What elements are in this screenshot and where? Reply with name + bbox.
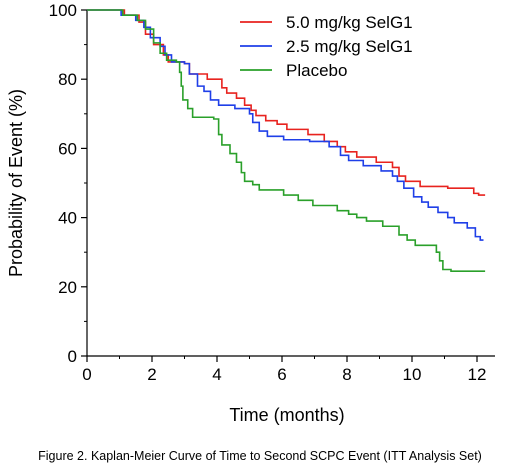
series-line-2 (87, 9, 484, 241)
series-line-3 (87, 9, 486, 273)
legend-label: 5.0 mg/kg SelG1 (286, 13, 413, 32)
x-tick-label: 6 (277, 365, 286, 384)
legend-label: Placebo (286, 61, 347, 80)
legend: 5.0 mg/kg SelG1 2.5 mg/kg SelG1 Placebo (240, 13, 413, 80)
x-tick-label: 0 (82, 365, 91, 384)
y-tick-label: 0 (68, 347, 77, 366)
x-tick-label: 12 (468, 365, 487, 384)
y-tick-label: 100 (49, 1, 77, 20)
y-tick-label: 80 (58, 70, 77, 89)
figure-caption: Figure 2. Kaplan-Meier Curve of Time to … (38, 449, 482, 463)
legend-label: 2.5 mg/kg SelG1 (286, 37, 413, 56)
x-tick-label: 4 (212, 365, 221, 384)
kaplan-meier-chart: 0 2 4 6 8 10 12 0 20 40 60 80 100 5.0 mg/kg SelG1 2.… (6, 1, 495, 425)
x-axis-title: Time (months) (229, 405, 344, 425)
x-tick-label: 2 (147, 365, 156, 384)
y-tick-label: 40 (58, 209, 77, 228)
y-tick-label: 60 (58, 139, 77, 158)
y-axis-title: Probability of Event (%) (6, 89, 26, 277)
x-tick-label: 10 (403, 365, 422, 384)
y-tick-label: 20 (58, 278, 77, 297)
y-ticks: 0 20 40 60 80 100 (49, 1, 87, 366)
series-group (87, 9, 486, 273)
x-tick-label: 8 (342, 365, 351, 384)
x-ticks: 0 2 4 6 8 10 12 (82, 356, 486, 384)
